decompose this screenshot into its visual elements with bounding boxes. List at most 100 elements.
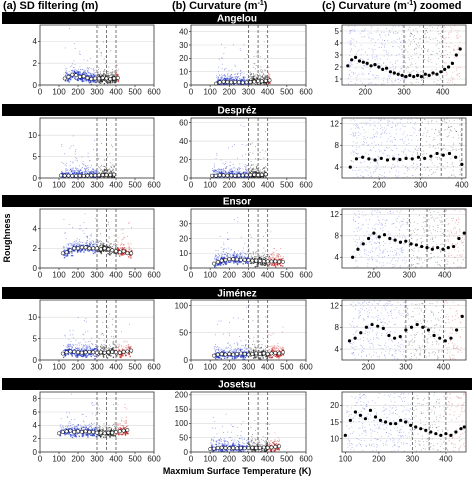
scatter-point xyxy=(390,74,392,75)
scatter-point xyxy=(239,256,241,257)
mean-marker xyxy=(408,73,412,77)
scatter-point xyxy=(214,169,216,171)
scatter-point xyxy=(382,166,384,168)
scatter-point xyxy=(244,172,246,173)
scatter-point xyxy=(71,70,73,71)
scatter-point xyxy=(363,141,365,143)
scatter-point xyxy=(446,118,448,120)
scatter-point-core xyxy=(76,78,79,80)
scatter-point xyxy=(365,122,367,124)
scatter-point xyxy=(381,142,383,144)
scatter-point xyxy=(212,170,214,172)
x-tick-label: 600 xyxy=(299,88,313,97)
scatter-point xyxy=(455,150,457,151)
scatter-point-core xyxy=(231,177,234,178)
scatter-point xyxy=(252,171,253,173)
scatter-point xyxy=(448,82,450,84)
scatter-point xyxy=(251,78,253,80)
scatter-point xyxy=(103,70,105,72)
scatter-point xyxy=(251,168,253,170)
scatter-point xyxy=(219,169,221,171)
scatter-point xyxy=(228,77,230,79)
scatter-point xyxy=(423,78,425,79)
scatter-point xyxy=(109,229,111,230)
scatter-point xyxy=(416,167,418,169)
scatter-point xyxy=(435,68,437,70)
scatter-point xyxy=(76,238,78,240)
scatter-point xyxy=(362,30,364,32)
scatter-point xyxy=(419,146,421,148)
scatter-point xyxy=(459,143,461,144)
mean-marker xyxy=(115,75,120,80)
scatter-point xyxy=(238,170,240,172)
scatter-point xyxy=(91,172,93,174)
scatter-point xyxy=(449,57,450,58)
scatter-point-core xyxy=(111,75,114,77)
scatter-point xyxy=(406,144,408,146)
scatter-point xyxy=(66,162,67,164)
scatter-point xyxy=(387,78,388,80)
x-tick-label: 200 xyxy=(223,88,237,97)
scatter-point xyxy=(402,56,404,58)
scatter-point-core xyxy=(263,175,266,177)
scatter-point xyxy=(265,256,267,257)
scatter-point xyxy=(73,145,75,147)
mean-marker xyxy=(85,75,90,80)
scatter-point xyxy=(88,243,90,245)
scatter-point xyxy=(264,77,266,79)
scatter-point-core xyxy=(68,81,70,83)
scatter-point xyxy=(357,126,359,128)
scatter-point xyxy=(83,222,85,224)
scatter-point xyxy=(409,64,411,66)
scatter-point xyxy=(77,168,79,170)
mean-marker xyxy=(429,154,433,158)
scatter-point xyxy=(381,119,382,121)
scatter-point xyxy=(104,69,106,71)
scatter-point xyxy=(433,145,435,147)
scatter-point xyxy=(104,62,106,64)
scatter-point xyxy=(263,167,265,169)
scatter-point xyxy=(389,61,391,63)
scatter-point xyxy=(350,48,352,50)
scatter-point xyxy=(383,127,385,129)
x-tick-label: 0 xyxy=(38,181,43,190)
scatter-point xyxy=(421,121,423,123)
scatter-point-core xyxy=(119,255,121,257)
scatter-point xyxy=(116,74,118,75)
scatter-point xyxy=(239,48,241,50)
scatter-point xyxy=(445,129,447,131)
scatter-point-core xyxy=(94,251,96,254)
scatter-point xyxy=(78,246,80,247)
scatter-point xyxy=(419,130,421,132)
scatter-point xyxy=(71,248,73,250)
scatter-point xyxy=(448,125,450,127)
scatter-point xyxy=(261,256,263,258)
scatter-point xyxy=(410,43,411,45)
scatter-point xyxy=(356,41,358,43)
scatter-point-core xyxy=(104,178,105,179)
scatter-point xyxy=(376,64,377,66)
scatter-point xyxy=(65,169,67,171)
scatter-point xyxy=(428,175,430,177)
scatter-point xyxy=(109,243,111,245)
scatter-point xyxy=(72,167,74,169)
x-axis-label: Maxmium Surface Temperature (K) xyxy=(163,466,311,476)
scatter-point xyxy=(419,38,421,40)
scatter-point xyxy=(245,145,247,146)
scatter-point xyxy=(383,119,385,120)
scatter-point xyxy=(360,133,362,135)
scatter-point xyxy=(225,167,227,169)
scatter-point xyxy=(441,54,443,56)
scatter-point xyxy=(382,129,384,131)
mean-marker xyxy=(72,246,77,251)
scatter-point xyxy=(425,32,426,34)
mean-marker xyxy=(108,77,113,81)
scatter-point xyxy=(251,73,252,75)
scatter-point xyxy=(386,28,387,29)
scatter-point xyxy=(262,169,263,170)
scatter-point xyxy=(98,166,99,168)
scatter-point xyxy=(87,167,89,169)
scatter-point-core xyxy=(73,77,76,79)
scatter-point-core xyxy=(80,79,83,81)
scatter-point xyxy=(350,30,351,31)
